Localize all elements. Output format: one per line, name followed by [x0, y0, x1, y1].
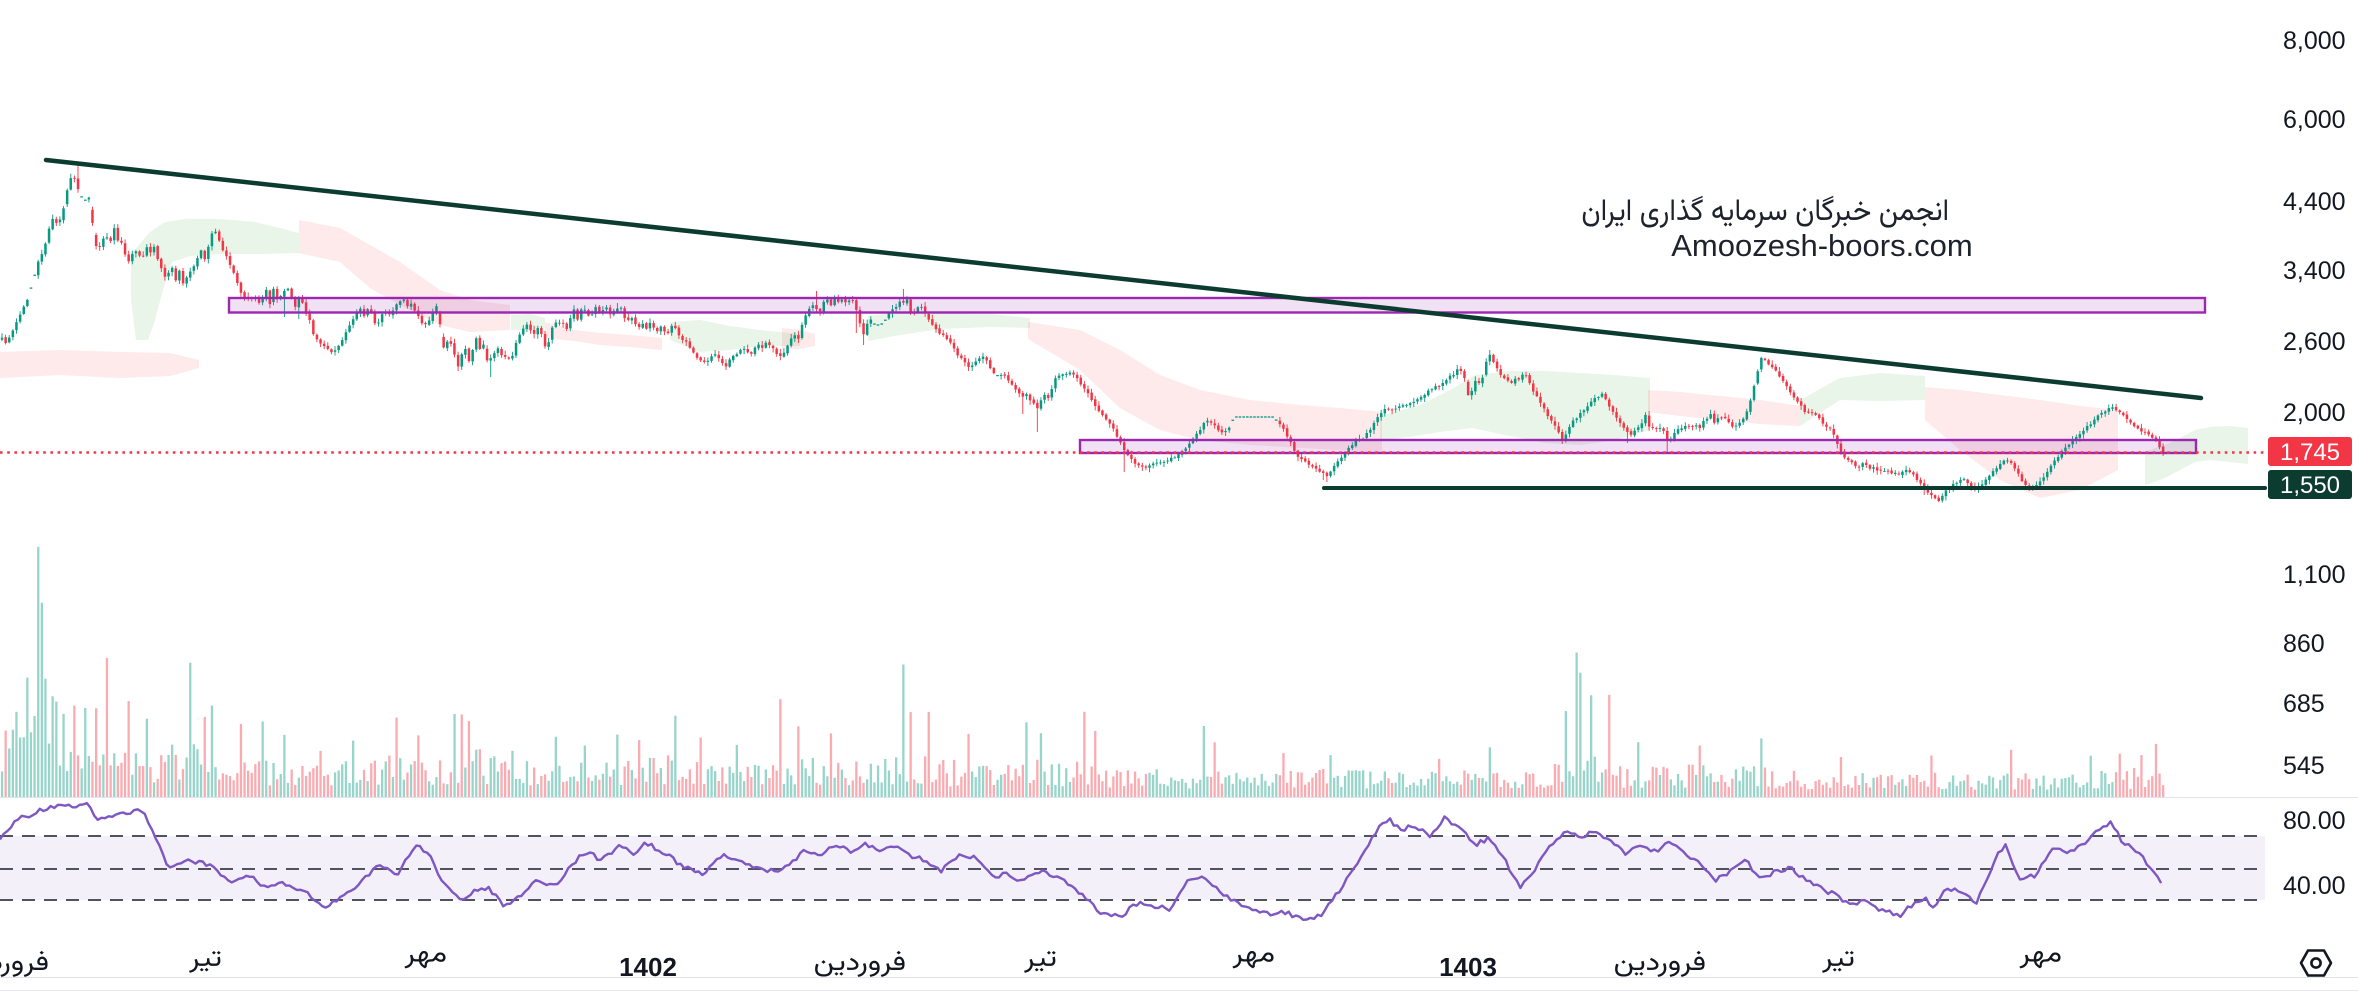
- svg-text:6,000: 6,000: [2283, 106, 2346, 134]
- svg-text:3,400: 3,400: [2283, 257, 2346, 285]
- svg-text:1,100: 1,100: [2283, 561, 2346, 589]
- svg-text:Amoozesh-boors.com: Amoozesh-boors.com: [1671, 228, 1973, 263]
- svg-text:2,600: 2,600: [2283, 328, 2346, 356]
- svg-text:860: 860: [2283, 630, 2325, 658]
- svg-text:1,745: 1,745: [2280, 439, 2340, 466]
- svg-text:8,000: 8,000: [2283, 27, 2346, 55]
- svg-text:80.00: 80.00: [2283, 807, 2346, 835]
- svg-text:1,550: 1,550: [2280, 472, 2340, 499]
- svg-text:40.00: 40.00: [2283, 872, 2346, 900]
- svg-text:685: 685: [2283, 690, 2325, 718]
- svg-text:2,000: 2,000: [2283, 399, 2346, 427]
- svg-text:545: 545: [2283, 752, 2325, 780]
- svg-text:4,400: 4,400: [2283, 188, 2346, 216]
